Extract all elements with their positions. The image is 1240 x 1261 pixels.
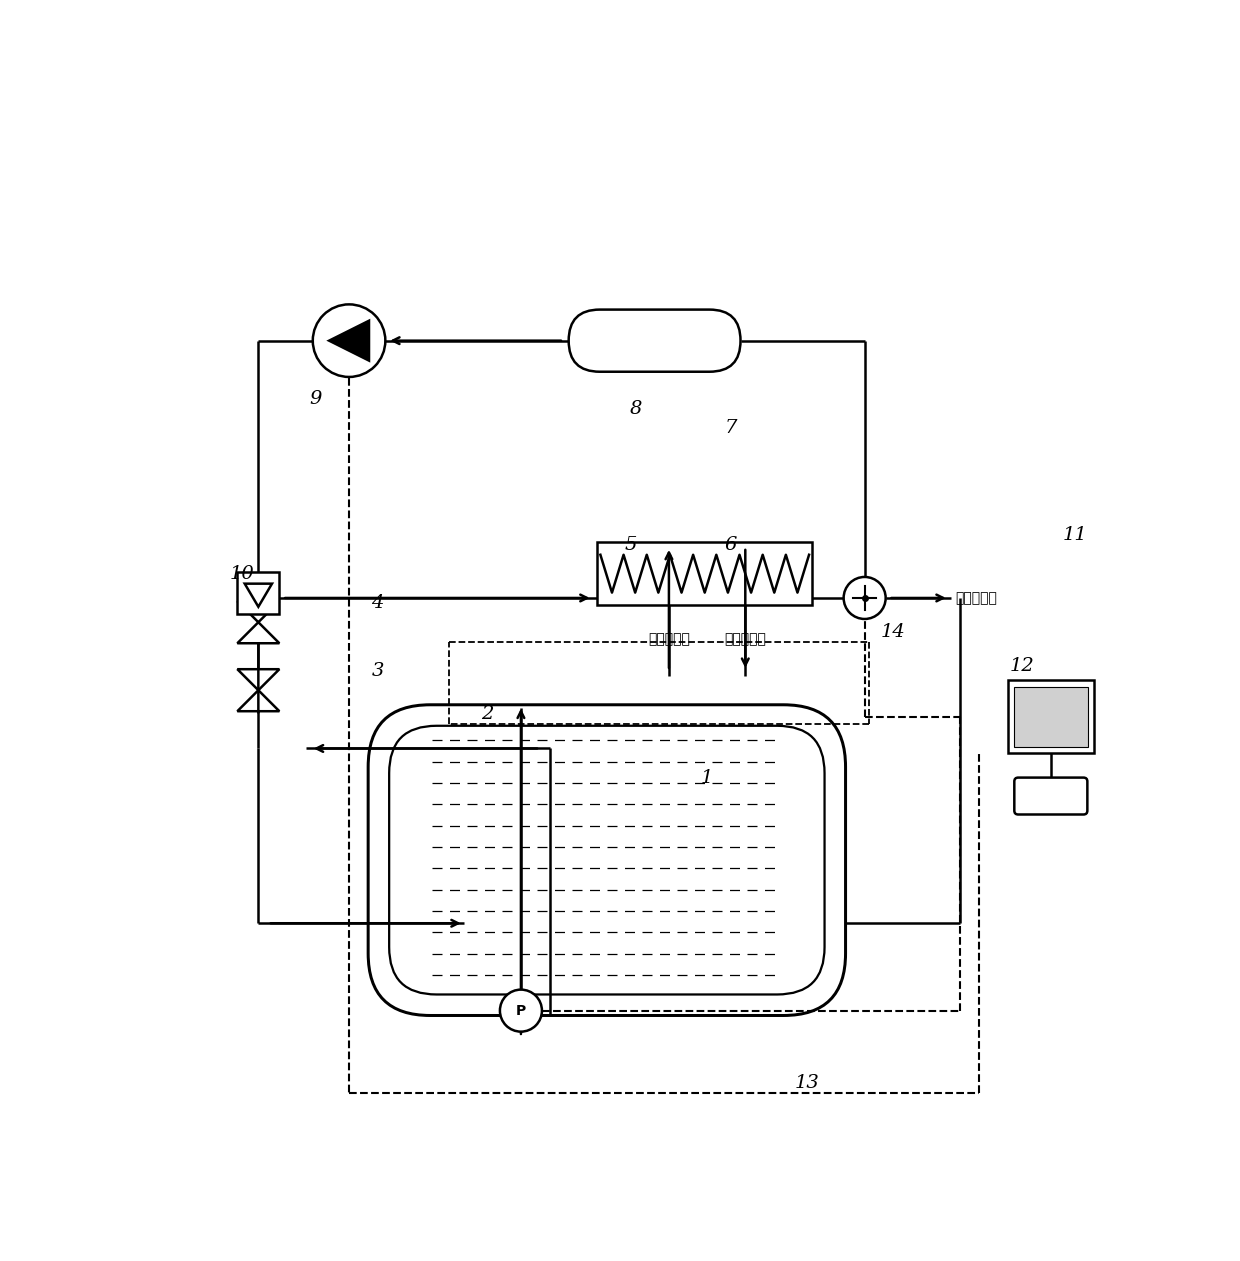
Text: 冷却水进口: 冷却水进口 [649, 633, 689, 647]
Polygon shape [244, 584, 272, 607]
Text: 冷却水出口: 冷却水出口 [724, 633, 766, 647]
Text: 11: 11 [1063, 526, 1087, 543]
Circle shape [500, 990, 542, 1031]
Text: 2: 2 [481, 705, 494, 724]
Bar [237, 572, 279, 614]
Text: 6: 6 [725, 536, 737, 554]
FancyBboxPatch shape [1014, 778, 1087, 815]
Text: 14: 14 [880, 623, 905, 641]
Text: 10: 10 [229, 565, 254, 583]
Text: P: P [516, 1004, 526, 1018]
Text: 9: 9 [310, 390, 322, 407]
Text: 12: 12 [1009, 657, 1034, 675]
Polygon shape [329, 320, 370, 361]
Text: 8: 8 [630, 400, 641, 417]
Text: 3: 3 [372, 662, 384, 680]
FancyBboxPatch shape [389, 726, 825, 995]
Bar [1014, 687, 1087, 748]
Polygon shape [237, 601, 279, 622]
FancyBboxPatch shape [569, 310, 740, 372]
Polygon shape [237, 690, 279, 711]
Text: 4: 4 [372, 594, 384, 612]
Text: 13: 13 [795, 1074, 820, 1092]
Text: 7: 7 [725, 419, 737, 438]
Polygon shape [237, 670, 279, 690]
Polygon shape [237, 622, 279, 643]
Text: 5: 5 [625, 536, 637, 554]
Circle shape [843, 578, 885, 619]
Text: 1: 1 [701, 769, 713, 787]
Circle shape [312, 304, 386, 377]
Bar [598, 542, 812, 605]
Bar [1008, 681, 1094, 753]
Text: 发动机方向: 发动机方向 [955, 591, 997, 605]
FancyBboxPatch shape [368, 705, 846, 1015]
